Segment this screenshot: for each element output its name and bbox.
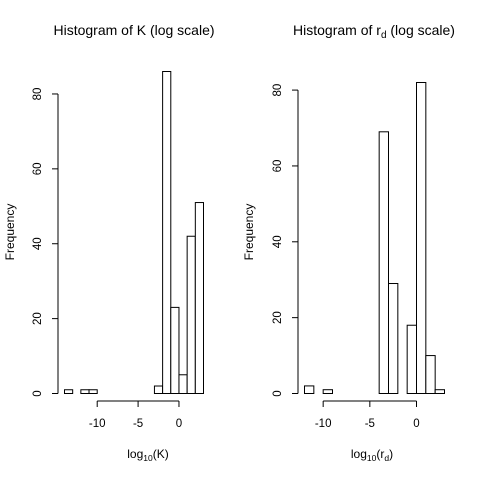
histogram-rd-x-tick-label: -5 (365, 418, 375, 430)
histogram-k-bar (80, 389, 90, 395)
histogram-k-x-tick-label: 0 (176, 418, 182, 430)
histogram-k-y-tick-label: 40 (32, 237, 44, 250)
histogram-rd-bar (434, 389, 445, 394)
histogram-k-ylabel: Frequency (3, 204, 17, 261)
histogram-k-y-tick-label: 20 (32, 312, 44, 325)
histogram-k-bar (88, 389, 98, 395)
histogram-k-y-tick-label: 80 (32, 88, 44, 101)
histogram-rd-y-tick-label: 0 (272, 390, 284, 396)
histogram-k-bar (162, 71, 172, 394)
histogram-k-bar (178, 374, 188, 395)
histogram-k-bar (186, 235, 196, 394)
histogram-k-y-tick-label: 60 (32, 162, 44, 175)
histogram-k-bar (153, 385, 164, 394)
histogram-rd-y-tick-label: 40 (272, 235, 284, 248)
histogram-rd-ylabel: Frequency (242, 204, 256, 261)
histogram-k-title: Histogram of K (log scale) (53, 22, 214, 38)
histogram-rd-bar (378, 131, 389, 394)
histogram-rd-bar (388, 283, 399, 395)
histogram-k-x-tick-label: -5 (133, 418, 143, 430)
histogram-rd-x-tick-label: 0 (413, 418, 419, 430)
histogram-rd-x-tick-label: -10 (315, 418, 332, 430)
histogram-rd-bar (416, 82, 427, 394)
histogram-rd-xlabel: log10(rd) (351, 447, 393, 463)
histogram-rd-panel: Histogram of rd (log scale) log10(rd) Fr… (242, 22, 455, 463)
histogram-rd-bar (304, 385, 315, 395)
histogram-k-bar (194, 202, 205, 394)
histogram-rd-bar (406, 324, 417, 395)
histogram-rd-y-tick-label: 60 (272, 160, 284, 173)
histogram-rd-title: Histogram of rd (log scale) (293, 22, 455, 41)
histogram-k-panel: Histogram of K (log scale) log10(K) Freq… (3, 22, 215, 463)
histogram-rd-y-tick-label: 20 (272, 311, 284, 324)
histogram-k-x-tick-label: -10 (89, 418, 106, 430)
histogram-k-bar (64, 389, 74, 395)
histogram-k-bar (170, 306, 180, 395)
histogram-rd-bar (322, 389, 333, 394)
histogram-k-xlabel: log10(K) (127, 447, 168, 463)
histogram-rd-y-tick-label: 80 (272, 84, 284, 97)
histogram-k-y-tick-label: 0 (32, 390, 44, 396)
histogram-rd-bar (425, 355, 436, 395)
